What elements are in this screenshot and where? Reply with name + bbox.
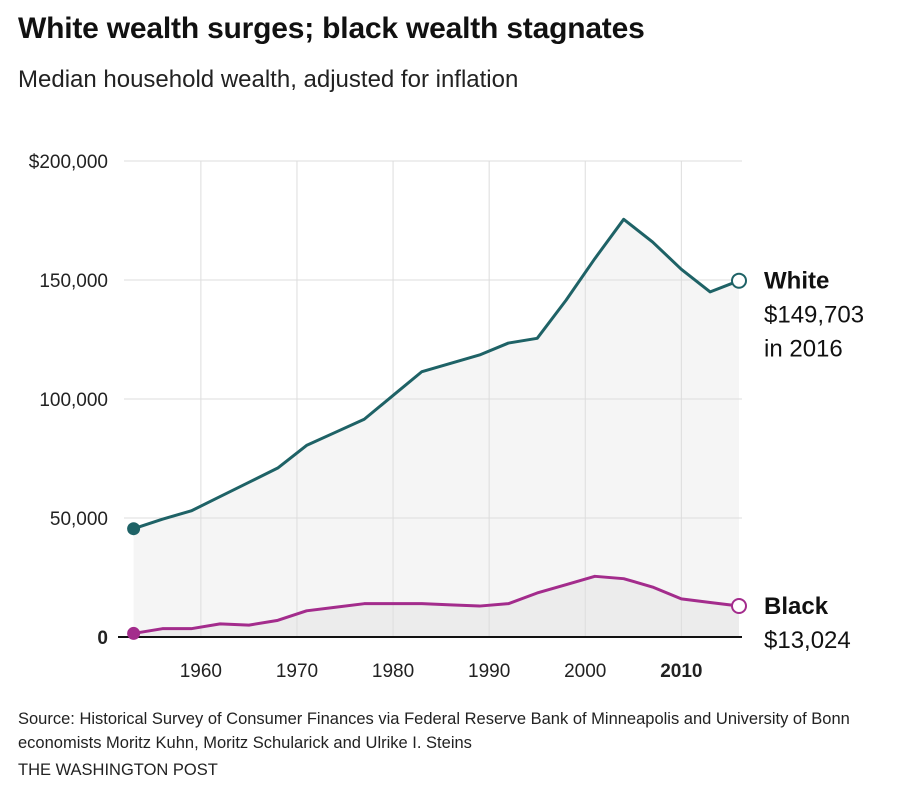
end-marker-black: [731, 598, 747, 615]
series-line-white: [132, 217, 741, 531]
x-tick-label: 2000: [564, 661, 606, 682]
series-line-black: [132, 574, 741, 635]
source-note: Source: Historical Survey of Consumer Fi…: [18, 710, 850, 752]
end-marker-white: [731, 272, 747, 289]
y-tick-label: 100,000: [39, 390, 108, 411]
series-year-label-white: in 2016: [764, 336, 843, 363]
line-chart: 0 50,000 100,000 150,000 $200,000 1960 1970 198…: [29, 152, 864, 682]
start-marker-white: [127, 522, 141, 536]
start-marker-black: [127, 626, 141, 640]
y-tick-label: $200,000: [29, 152, 108, 173]
x-tick-label: 1970: [276, 661, 318, 682]
series-label-white: White: [764, 268, 829, 295]
series-label-black: Black: [764, 593, 829, 620]
series-value-label-black: $13,024: [764, 627, 851, 654]
chart-subtitle: Median household wealth, adjusted for in…: [18, 66, 519, 93]
series-value-label-white: $149,703: [764, 302, 864, 329]
black-area-fill: [133, 576, 739, 637]
white-area-fill: [133, 219, 739, 637]
y-tick-label: 50,000: [50, 509, 108, 530]
publisher-credit: THE WASHINGTON POST: [18, 761, 218, 779]
x-tick-label: 1980: [372, 661, 414, 682]
y-tick-label: 150,000: [39, 271, 108, 292]
y-tick-label: 0: [97, 628, 108, 649]
chart-title: White wealth surges; black wealth stagna…: [18, 12, 645, 45]
x-tick-label: 2010: [660, 661, 702, 682]
x-tick-label: 1960: [180, 661, 222, 682]
x-tick-label: 1990: [468, 661, 510, 682]
